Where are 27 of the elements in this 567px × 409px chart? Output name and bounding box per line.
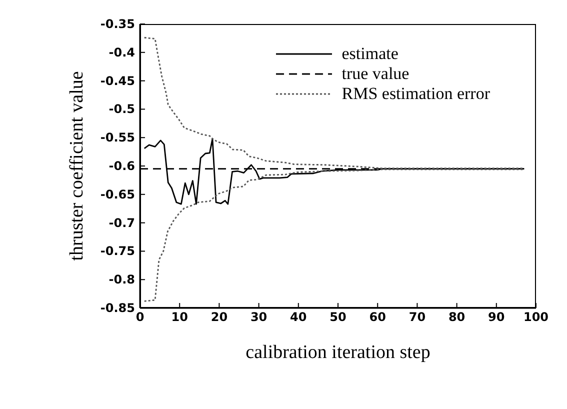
x-tick-label: 30 (250, 310, 268, 324)
y-tick-label: -0.75 (100, 244, 135, 258)
y-tick-label: -0.65 (100, 187, 135, 202)
x-tick-label: 50 (330, 310, 346, 324)
y-tick-label: -0.5 (108, 102, 135, 116)
x-tick-label: 100 (523, 310, 549, 324)
x-tick-label: 20 (210, 310, 228, 324)
legend-label: true value (342, 64, 410, 84)
y-tick-label: -0.6 (108, 159, 135, 173)
legend-label: estimate (342, 44, 398, 64)
x-tick-label: 40 (290, 310, 307, 324)
y-tick-label: -0.8 (108, 272, 135, 287)
y-tick-label: -0.85 (100, 301, 135, 315)
x-tick-label: 60 (369, 310, 386, 324)
legend-label: RMS estimation error (342, 84, 490, 104)
y-tick-label: -0.55 (100, 130, 135, 145)
x-axis-title: calibration iteration step (246, 342, 430, 363)
y-tick-label: -0.7 (108, 216, 135, 230)
x-tick-label: 0 (136, 310, 144, 324)
y-tick-label: -0.35 (100, 17, 135, 31)
x-tick-label: 10 (171, 310, 188, 324)
y-tick-label: -0.4 (108, 45, 135, 60)
y-tick-label: -0.45 (100, 74, 135, 88)
x-tick-label: 80 (448, 310, 466, 324)
x-tick-label: 90 (488, 310, 505, 324)
x-tick-label: 70 (408, 310, 426, 324)
y-axis-title: thruster coefficient value (66, 71, 88, 261)
